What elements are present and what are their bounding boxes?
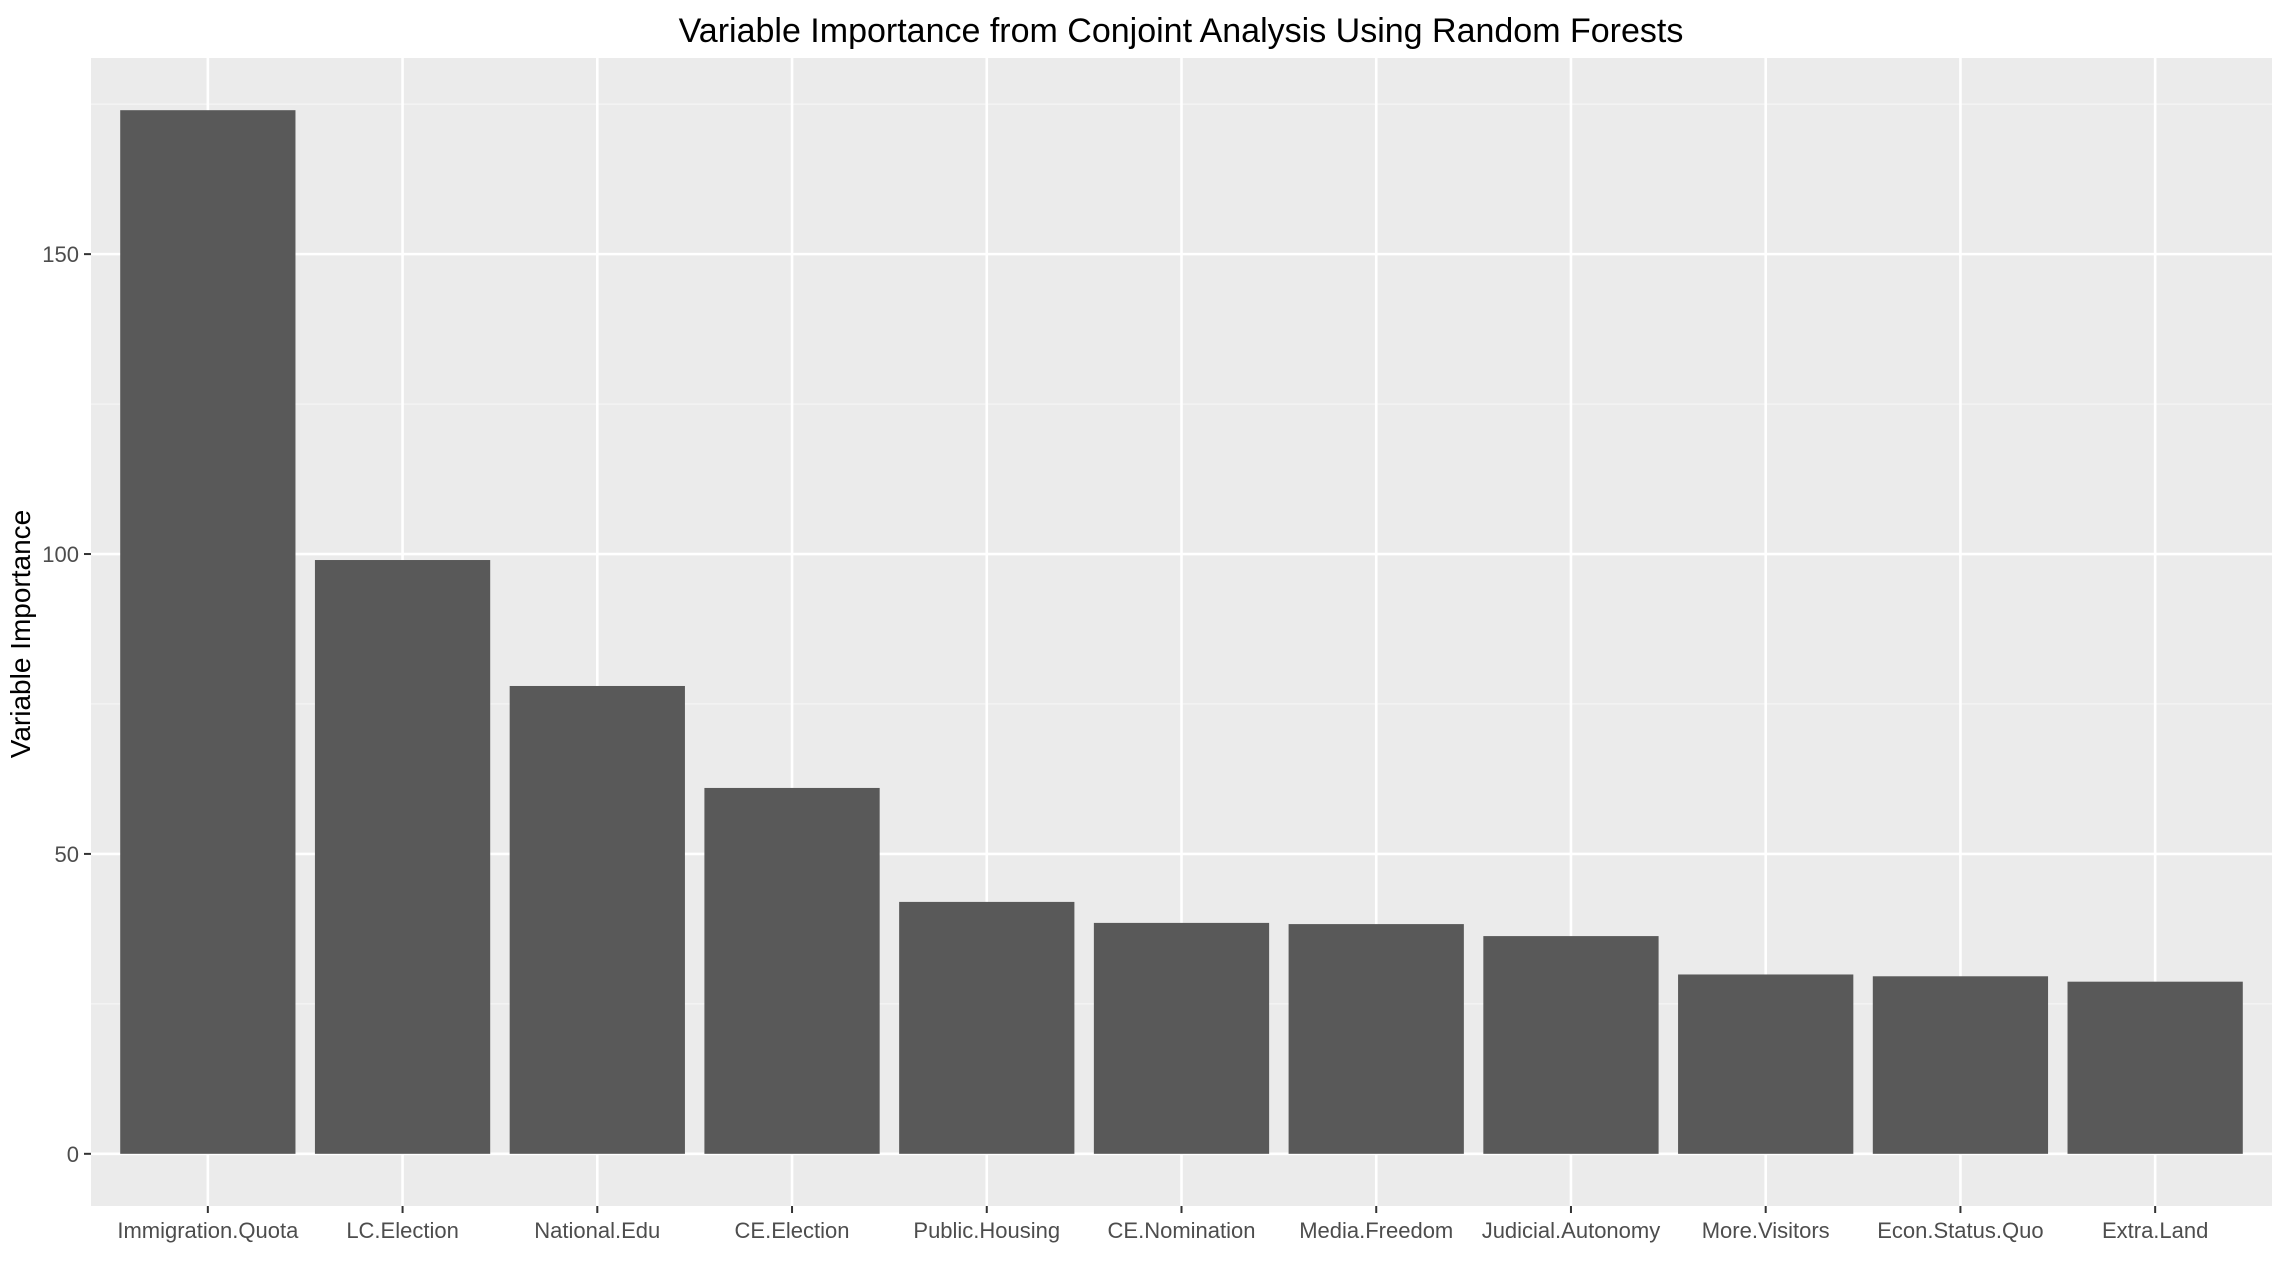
x-tick-label: Media.Freedom bbox=[1299, 1218, 1453, 1243]
x-tick-label: Extra.Land bbox=[2102, 1218, 2208, 1243]
bar-extra-land bbox=[2067, 981, 2243, 1154]
bar-media-freedom bbox=[1288, 924, 1464, 1154]
bars bbox=[120, 110, 2243, 1154]
bar-immigration-quota bbox=[120, 110, 296, 1154]
bar-judicial-autonomy bbox=[1483, 936, 1659, 1154]
y-tick-label: 150 bbox=[42, 242, 79, 267]
x-tick-label: Immigration.Quota bbox=[117, 1218, 299, 1243]
x-tick-label: Judicial.Autonomy bbox=[1482, 1218, 1661, 1243]
y-tick-label: 100 bbox=[42, 542, 79, 567]
y-tick-label: 50 bbox=[55, 842, 79, 867]
x-tick-label: Econ.Status.Quo bbox=[1877, 1218, 2043, 1243]
x-tick-label: CE.Election bbox=[735, 1218, 850, 1243]
bar-public-housing bbox=[899, 901, 1075, 1154]
bar-econ-status-quo bbox=[1872, 976, 2049, 1154]
x-tick-label: National.Edu bbox=[534, 1218, 660, 1243]
x-tick-label: CE.Nomination bbox=[1108, 1218, 1256, 1243]
bar-national-edu bbox=[509, 685, 685, 1154]
chart-title: Variable Importance from Conjoint Analys… bbox=[679, 12, 1684, 50]
x-tick-label: Public.Housing bbox=[913, 1218, 1060, 1243]
bar-ce-election bbox=[704, 787, 880, 1154]
y-axis-title: Variable Importance bbox=[5, 510, 36, 759]
x-axis: Immigration.Quota LC.Election National.Edu… bbox=[117, 1206, 2208, 1243]
x-tick-label: More.Visitors bbox=[1702, 1218, 1830, 1243]
bar-ce-nomination bbox=[1093, 922, 1270, 1154]
bar-lc-election bbox=[314, 560, 491, 1154]
x-tick-label: LC.Election bbox=[346, 1218, 459, 1243]
y-tick-label: 0 bbox=[67, 1142, 79, 1167]
y-axis: 0 50 100 150 bbox=[42, 242, 91, 1167]
bar-more-visitors bbox=[1678, 974, 1854, 1154]
